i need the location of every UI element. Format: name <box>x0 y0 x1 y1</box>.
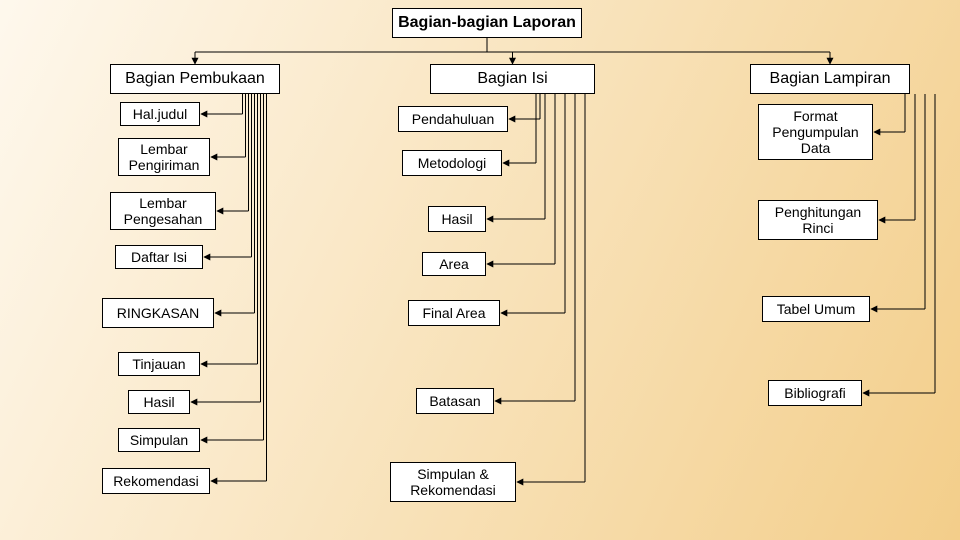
node-a8: Simpulan <box>118 428 200 452</box>
node-catB: Bagian Isi <box>430 64 595 94</box>
node-b2: Metodologi <box>402 150 502 176</box>
node-b6: Batasan <box>416 388 494 414</box>
node-a7: Hasil <box>128 390 190 414</box>
node-b1: Pendahuluan <box>398 106 508 132</box>
node-c1: FormatPengumpulanData <box>758 104 873 160</box>
node-root: Bagian-bagian Laporan <box>392 8 582 38</box>
node-c4: Bibliografi <box>768 380 862 406</box>
node-a9: Rekomendasi <box>102 468 210 494</box>
node-b4: Area <box>422 252 486 276</box>
node-catA: Bagian Pembukaan <box>110 64 280 94</box>
node-c3: Tabel Umum <box>762 296 870 322</box>
node-b7: Simpulan &Rekomendasi <box>390 462 516 502</box>
node-b3: Hasil <box>428 206 486 232</box>
node-catC: Bagian Lampiran <box>750 64 910 94</box>
node-c2: PenghitunganRinci <box>758 200 878 240</box>
node-a1: Hal.judul <box>120 102 200 126</box>
node-a6: Tinjauan <box>118 352 200 376</box>
node-a3: LembarPengesahan <box>110 192 216 230</box>
node-a4: Daftar Isi <box>115 245 203 269</box>
node-a5: RINGKASAN <box>102 298 214 328</box>
node-a2: LembarPengiriman <box>118 138 210 176</box>
node-b5: Final Area <box>408 300 500 326</box>
